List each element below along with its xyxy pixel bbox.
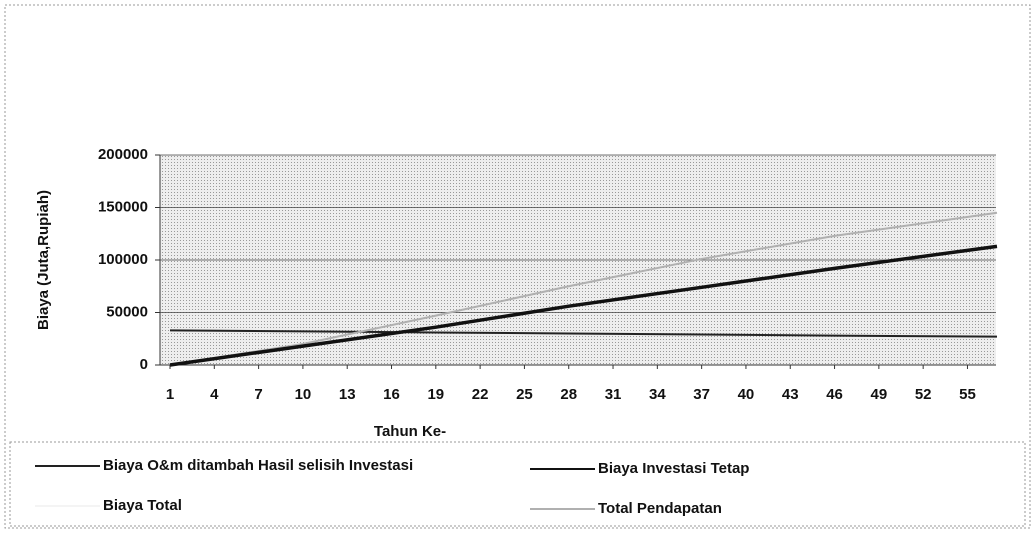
y-tick-label: 100000 [98,251,148,268]
x-tick-label: 4 [210,386,219,403]
y-axis-label: Biaya (Juta,Rupiah) [35,190,52,330]
x-tick-label: 55 [959,386,976,403]
x-tick-label: 1 [166,386,174,403]
y-tick-label: 200000 [98,146,148,163]
series-line [169,329,998,338]
x-tick-label: 25 [516,386,533,403]
x-tick-label: 43 [782,386,799,403]
x-tick-label: 37 [693,386,710,403]
x-tick-label: 49 [871,386,888,403]
legend-label: Biaya Total [103,497,182,514]
x-tick-label: 46 [826,386,843,403]
x-tick-label: 22 [472,386,489,403]
x-tick-label: 13 [339,386,356,403]
legend-box [9,441,1026,527]
x-tick-label: 7 [254,386,262,403]
y-tick-label: 50000 [106,303,148,320]
y-tick-label: 150000 [98,198,148,215]
x-tick-label: 28 [560,386,577,403]
series-line [169,211,998,366]
x-tick-label: 19 [427,386,444,403]
x-axis-label: Tahun Ke- [374,423,446,440]
x-tick-label: 34 [649,386,666,403]
x-tick-label: 40 [738,386,755,403]
legend-label: Total Pendapatan [598,500,722,517]
x-tick-label: 16 [383,386,400,403]
x-tick-label: 10 [295,386,312,403]
x-tick-label: 31 [605,386,622,403]
legend-label: Biaya Investasi Tetap [598,460,749,477]
y-tick-label: 0 [140,356,148,373]
legend-label: Biaya O&m ditambah Hasil selisih Investa… [103,457,413,474]
x-tick-label: 52 [915,386,932,403]
series-line [169,244,998,367]
